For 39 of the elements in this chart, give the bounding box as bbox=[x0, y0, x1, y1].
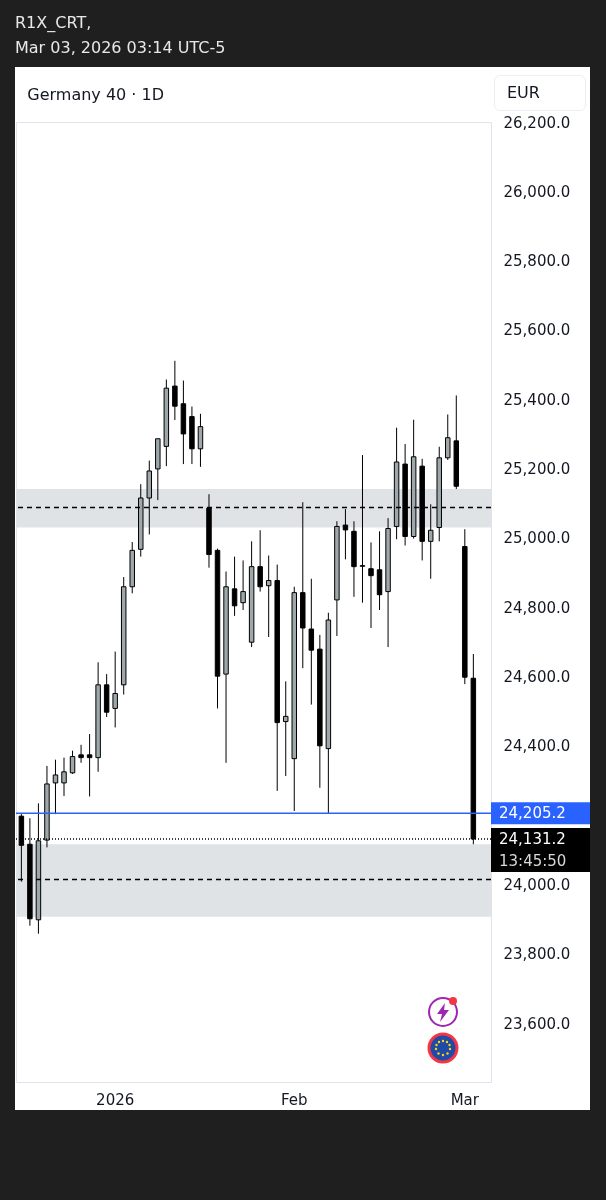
candlestick bbox=[78, 744, 84, 764]
candlestick bbox=[172, 360, 178, 421]
candlestick bbox=[61, 757, 67, 797]
y-tick-label: 25,800.0 bbox=[503, 252, 571, 271]
candlestick bbox=[112, 651, 118, 728]
ref-line-label: 24,205.2 bbox=[499, 804, 566, 823]
text: EUR bbox=[494, 75, 586, 111]
y-tick-label: 25,600.0 bbox=[503, 321, 571, 340]
y-tick-label: 24,600.0 bbox=[503, 668, 571, 687]
text: R1X_CRT, bbox=[15, 12, 93, 34]
y-tick-label: 24,400.0 bbox=[503, 737, 571, 756]
candlestick bbox=[445, 414, 451, 461]
y-tick-label: 26,200.0 bbox=[503, 113, 571, 132]
candlestick bbox=[86, 733, 93, 797]
y-tick-label: 23,600.0 bbox=[503, 1014, 571, 1033]
candlestick bbox=[283, 680, 289, 777]
text: Mar 03, 2026 03:14 UTC-5 bbox=[15, 37, 226, 59]
y-tick-label: 25,400.0 bbox=[503, 390, 571, 409]
candlestick bbox=[257, 529, 263, 593]
candlestick bbox=[368, 541, 374, 629]
candlestick bbox=[308, 578, 315, 706]
candlestick bbox=[52, 759, 59, 815]
candlestick bbox=[69, 750, 76, 775]
candlestick bbox=[197, 413, 204, 468]
x-tick-label: Mar bbox=[450, 1090, 480, 1109]
ref-line-label: 24,131.2 bbox=[499, 829, 566, 848]
y-tick-label: 23,800.0 bbox=[503, 945, 571, 964]
candlestick bbox=[231, 556, 238, 617]
x-tick-label: 2026 bbox=[96, 1090, 135, 1109]
y-tick-label: 24,800.0 bbox=[503, 598, 571, 617]
text: 13:45:50 bbox=[499, 851, 567, 870]
candlestick bbox=[265, 555, 272, 638]
y-tick-label: 25,200.0 bbox=[503, 460, 571, 479]
candlestick bbox=[240, 559, 246, 611]
chart-title: Germany 40 · 1D bbox=[27, 85, 164, 104]
y-tick-label: 25,000.0 bbox=[503, 529, 571, 548]
y-tick-label: 26,000.0 bbox=[503, 182, 571, 201]
x-tick-label: Feb bbox=[280, 1090, 308, 1109]
y-tick-label: 24,000.0 bbox=[503, 875, 571, 894]
